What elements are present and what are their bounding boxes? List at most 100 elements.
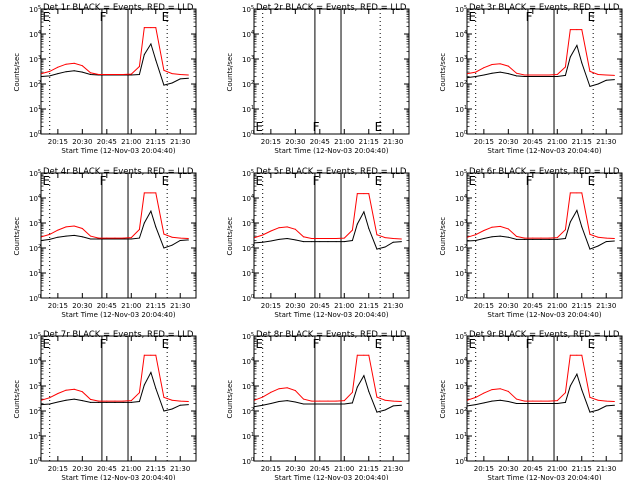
data-point-events xyxy=(262,241,264,243)
marker-letter-E: E xyxy=(43,10,51,24)
series-line-events xyxy=(467,209,615,250)
data-point-lld xyxy=(589,70,591,72)
x-axis-label: Start Time (12-Nov-03 20:04:40) xyxy=(487,311,601,319)
x-tick-label: 20:45 xyxy=(310,465,330,473)
data-point-lld xyxy=(179,400,181,402)
data-point-lld xyxy=(122,237,124,239)
data-point-events xyxy=(589,85,591,87)
data-point-lld xyxy=(524,400,526,402)
data-point-events xyxy=(564,237,566,239)
data-point-lld xyxy=(49,397,51,399)
data-point-events xyxy=(524,75,526,77)
x-axis-label: Start Time (12-Nov-03 20:04:40) xyxy=(274,147,388,155)
data-point-events xyxy=(335,241,337,243)
data-point-events xyxy=(179,404,181,406)
data-point-events xyxy=(581,226,583,228)
data-point-events xyxy=(515,402,517,404)
data-point-lld xyxy=(532,74,534,76)
data-point-events xyxy=(605,79,607,81)
data-point-lld xyxy=(400,400,402,402)
data-point-lld xyxy=(286,226,288,228)
data-point-events xyxy=(81,236,83,238)
y-tick-label: 103 xyxy=(455,219,467,228)
x-tick-label: 20:15 xyxy=(48,465,68,473)
x-tick-label: 21:30 xyxy=(170,138,190,146)
data-point-events xyxy=(540,402,542,404)
x-tick-label: 21:30 xyxy=(170,465,190,473)
y-tick-label: 104 xyxy=(29,30,41,39)
axes-frame xyxy=(253,8,410,135)
x-tick-label: 21:15 xyxy=(572,138,592,146)
data-point-events xyxy=(155,387,157,389)
series-line-events xyxy=(467,44,615,88)
data-point-events xyxy=(532,402,534,404)
data-point-lld xyxy=(130,73,132,75)
data-point-lld xyxy=(163,69,165,71)
data-point-events xyxy=(597,83,599,85)
data-point-events xyxy=(254,242,256,244)
y-tick-label: 103 xyxy=(455,382,467,391)
data-point-events xyxy=(356,386,358,388)
y-tick-label: 100 xyxy=(455,130,467,139)
data-point-events xyxy=(187,404,189,406)
data-point-lld xyxy=(302,398,304,400)
data-point-lld xyxy=(278,388,280,390)
data-point-events xyxy=(376,248,378,250)
data-point-lld xyxy=(155,27,157,29)
panel-title: Det 6r BLACK = Events, RED = LLD xyxy=(469,167,620,177)
data-point-events xyxy=(556,238,558,240)
data-point-lld xyxy=(548,237,550,239)
series-line-lld xyxy=(41,192,189,239)
x-tick-label: 20:45 xyxy=(310,138,330,146)
axes-frame xyxy=(40,172,197,299)
x-axis-label: Start Time (12-Nov-03 20:04:40) xyxy=(61,474,175,480)
y-axis-label: Counts/sec xyxy=(439,53,447,92)
data-point-lld xyxy=(98,400,100,402)
data-point-lld xyxy=(49,233,51,235)
data-point-events xyxy=(114,238,116,240)
data-point-lld xyxy=(569,354,571,356)
marker-letter-E: E xyxy=(43,174,51,188)
marker-letter-E: E xyxy=(375,120,383,134)
data-point-events xyxy=(368,391,370,393)
data-point-events xyxy=(475,404,477,406)
y-tick-label: 105 xyxy=(455,169,467,178)
data-point-lld xyxy=(187,74,189,76)
data-point-events xyxy=(548,238,550,240)
series-line-events xyxy=(41,209,189,249)
y-tick-label: 105 xyxy=(455,5,467,14)
data-point-lld xyxy=(475,234,477,236)
data-point-lld xyxy=(57,66,59,68)
data-point-lld xyxy=(270,391,272,393)
data-point-events xyxy=(138,237,140,239)
data-point-events xyxy=(605,241,607,243)
data-point-events xyxy=(507,400,509,402)
data-point-events xyxy=(49,75,51,77)
data-point-events xyxy=(57,73,59,75)
data-point-events xyxy=(327,403,329,405)
data-point-events xyxy=(605,405,607,407)
data-point-lld xyxy=(319,237,321,239)
y-tick-label: 105 xyxy=(29,5,41,14)
data-point-events xyxy=(524,402,526,404)
panel-title: Det 7r BLACK = Events, RED = LLD xyxy=(43,330,194,340)
data-point-lld xyxy=(150,354,152,356)
x-tick-label: 21:15 xyxy=(359,465,379,473)
data-point-lld xyxy=(467,73,469,75)
data-point-events xyxy=(294,239,296,241)
data-point-events xyxy=(143,384,145,386)
x-tick-label: 21:30 xyxy=(596,465,616,473)
data-point-lld xyxy=(327,237,329,239)
data-point-lld xyxy=(41,73,43,75)
data-point-lld xyxy=(581,192,583,194)
marker-letter-F: F xyxy=(100,10,107,24)
data-point-events xyxy=(507,236,509,238)
marker-letter-F: F xyxy=(313,174,320,188)
x-tick-label: 21:00 xyxy=(547,302,567,310)
data-point-lld xyxy=(143,192,145,194)
data-point-lld xyxy=(335,400,337,402)
marker-letter-E: E xyxy=(43,337,51,351)
x-tick-label: 20:15 xyxy=(261,302,281,310)
data-point-lld xyxy=(187,237,189,239)
